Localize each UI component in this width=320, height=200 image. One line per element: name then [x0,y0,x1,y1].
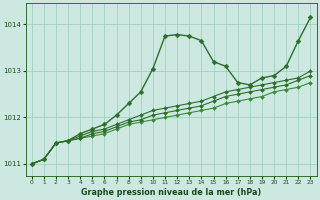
X-axis label: Graphe pression niveau de la mer (hPa): Graphe pression niveau de la mer (hPa) [81,188,261,197]
